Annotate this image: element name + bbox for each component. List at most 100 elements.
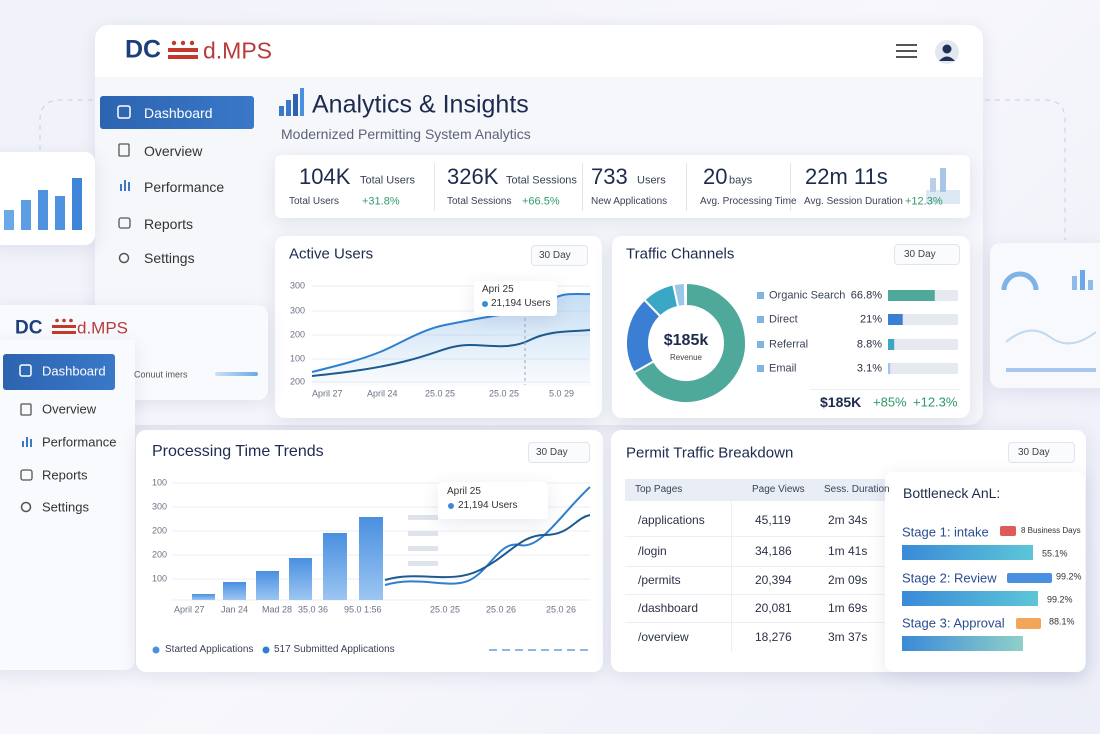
range-label[interactable]: 30 Day xyxy=(1018,447,1050,458)
kpi-unit: Total Users xyxy=(360,174,416,187)
range-dropdown[interactable] xyxy=(528,442,590,463)
y-label: 200 xyxy=(290,376,306,387)
y-label: 200 xyxy=(290,329,306,340)
bar-track xyxy=(888,339,958,350)
table-cell: /login xyxy=(638,544,667,558)
x-label: 25.0 26 xyxy=(546,604,577,615)
kpi-label: Avg. Processing Time xyxy=(700,196,797,207)
y-label: 300 xyxy=(152,501,168,512)
stage-bar xyxy=(902,591,1038,606)
y-label: 100 xyxy=(152,573,168,584)
x-label: 25.0 25 xyxy=(489,388,520,399)
legend-swatch xyxy=(757,365,764,372)
bar-track xyxy=(888,363,958,374)
tooltip-date: April 25 xyxy=(447,486,481,497)
tooltip-dot xyxy=(448,503,454,509)
row-divider xyxy=(625,622,885,623)
kpi-label: Avg. Session Duration xyxy=(804,196,903,207)
nav-item[interactable]: Performance xyxy=(42,434,117,450)
range-dropdown[interactable] xyxy=(894,244,960,265)
channel-value: 66.8% xyxy=(850,289,882,302)
nav-active[interactable] xyxy=(3,354,115,390)
x-label: April 27 xyxy=(174,604,205,615)
nav-item[interactable]: Settings xyxy=(42,499,89,515)
stage-percent: 55.1% xyxy=(1042,548,1068,559)
nav-item[interactable]: Performance xyxy=(144,179,225,195)
donut-segment xyxy=(632,281,748,404)
channel-bar xyxy=(888,314,903,325)
y-label: 100 xyxy=(290,353,306,364)
divider xyxy=(810,389,960,390)
y-label: 100 xyxy=(152,477,168,488)
stage-percent: 99.2% xyxy=(1047,594,1073,605)
divider xyxy=(790,163,791,211)
card-title: Permit Traffic Breakdown xyxy=(626,444,794,462)
donut-segment xyxy=(672,281,687,309)
nav-item[interactable]: Overview xyxy=(42,401,97,417)
kpi-unit: bays xyxy=(729,174,753,187)
processing-time-chart xyxy=(152,482,591,654)
kpi-label: Total Users xyxy=(289,196,340,207)
channel-name: Organic Search xyxy=(769,289,846,302)
total-change: +85% xyxy=(873,394,907,410)
divider xyxy=(686,163,687,211)
x-label: 35.0 36 xyxy=(298,604,329,615)
total-change: +12.3% xyxy=(913,394,958,410)
stage-name: Stage 1: intake xyxy=(902,524,989,540)
nav-item[interactable]: Reports xyxy=(144,216,194,232)
range-label[interactable]: 30 Day xyxy=(904,249,936,260)
nav-item[interactable]: Settings xyxy=(144,250,195,266)
stage-tag: 88.1% xyxy=(1049,616,1075,627)
x-label: Jan 24 xyxy=(221,604,249,615)
table-cell: 45,119 xyxy=(755,513,791,527)
menu-button[interactable] xyxy=(896,43,918,59)
nav-item[interactable]: Dashboard xyxy=(144,105,213,121)
table-cell: 20,394 xyxy=(755,573,792,587)
divider xyxy=(434,163,435,211)
nav-active[interactable] xyxy=(100,96,254,129)
header-bar xyxy=(95,25,983,77)
nav-item[interactable]: Dashboard xyxy=(42,363,106,379)
table-header xyxy=(625,479,885,501)
x-label: April 27 xyxy=(312,388,343,399)
stage-tag-bar xyxy=(1000,526,1016,536)
x-label: 25.0 25 xyxy=(430,604,461,615)
table-cell: /permits xyxy=(638,573,681,587)
kpi-value: 20 xyxy=(703,164,728,189)
range-label[interactable]: 30 Day xyxy=(539,250,571,261)
nav-item[interactable]: Overview xyxy=(144,143,203,159)
tooltip xyxy=(438,482,548,519)
channel-value: 8.8% xyxy=(856,338,882,351)
range-dropdown[interactable] xyxy=(531,245,588,266)
row-divider xyxy=(625,536,885,537)
page-title: Analytics & Insights xyxy=(312,90,529,119)
range-dropdown[interactable] xyxy=(1008,442,1075,463)
y-label: 300 xyxy=(290,280,306,291)
logo-flag xyxy=(52,318,76,334)
legend-swatch xyxy=(757,292,764,299)
bar-track xyxy=(888,314,958,325)
tooltip-dot xyxy=(482,301,488,307)
x-label: 25.0 25 xyxy=(425,388,456,399)
y-label: 300 xyxy=(290,305,306,316)
channel-name: Email xyxy=(769,362,797,375)
stage-tag: 8 Business Days xyxy=(1021,526,1081,535)
card-title: Traffic Channels xyxy=(626,245,735,263)
table-divider xyxy=(731,501,732,652)
channel-value: 3.1% xyxy=(856,362,882,375)
range-label[interactable]: 30 Day xyxy=(536,447,568,458)
channel-value: 21% xyxy=(859,313,882,326)
kpi-value: 22m 11s xyxy=(805,164,888,189)
table-cell: 18,276 xyxy=(755,630,792,644)
y-label: 200 xyxy=(152,549,168,560)
kpi-unit: Total Sessions xyxy=(506,174,577,187)
user-avatar[interactable] xyxy=(934,39,960,65)
title-icon xyxy=(279,88,304,116)
table-cell: /applications xyxy=(638,513,705,527)
stage-tag-bar xyxy=(1007,573,1052,583)
card-title: Active Users xyxy=(289,245,374,263)
nav-item[interactable]: Reports xyxy=(42,467,88,483)
